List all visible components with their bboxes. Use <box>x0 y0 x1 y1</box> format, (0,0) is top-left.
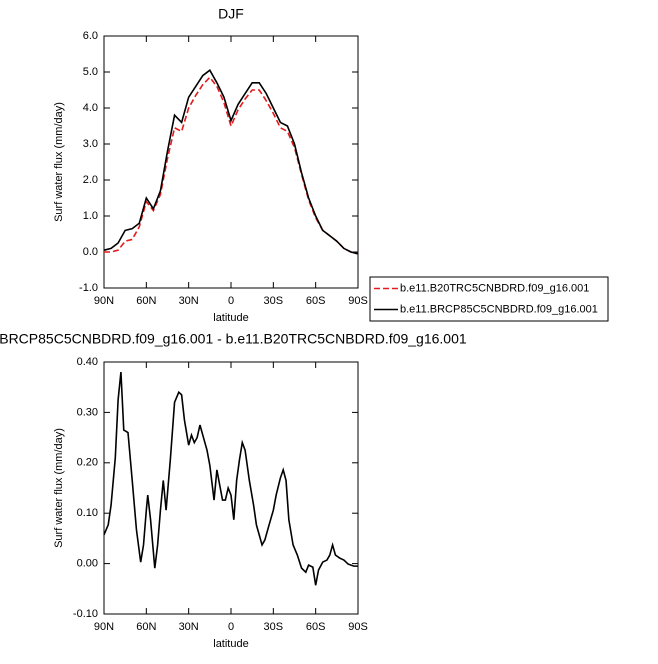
x-tick-label: 90S <box>348 295 368 307</box>
y-tick-label: 6.0 <box>83 30 98 42</box>
x-tick-label: 90N <box>94 621 114 633</box>
y-tick-label: 4.0 <box>83 102 98 114</box>
y-tick-label: 5.0 <box>83 66 98 78</box>
data-line <box>103 371 358 586</box>
x-tick-label: 30N <box>179 295 199 307</box>
plot-frame <box>103 361 359 615</box>
y-tick-label: 0.20 <box>77 457 98 469</box>
x-tick-label: 90N <box>94 295 114 307</box>
y-tick-label: 0.30 <box>77 406 98 418</box>
y-tick-label: 2.0 <box>83 174 98 186</box>
legend-label: b.e11.B20TRC5CNBDRD.f09_g16.001 <box>400 282 589 294</box>
legend-box <box>369 276 609 322</box>
x-tick-label: 90S <box>348 621 368 633</box>
y-tick-label: 3.0 <box>83 138 98 150</box>
y-axis-label: Surf water flux (mm/day) <box>53 428 65 548</box>
x-tick-label: 60N <box>136 295 156 307</box>
y-tick-label: 0.10 <box>77 507 98 519</box>
plot-frame <box>103 35 359 289</box>
legend-label: b.e11.BRCP85C5CNBDRD.f09_g16.001 <box>400 303 598 315</box>
x-tick-label: 30S <box>264 295 284 307</box>
y-tick-label: 0.00 <box>77 558 98 570</box>
x-tick-label: 0 <box>228 621 234 633</box>
x-tick-label: 30N <box>179 621 199 633</box>
chart-title: DJF <box>218 6 244 22</box>
chart-title: .BRCP85C5CNBDRD.f09_g16.001 - b.e11.B20T… <box>0 331 467 347</box>
x-tick-label: 60N <box>136 621 156 633</box>
data-line <box>103 69 359 255</box>
x-tick-label: 0 <box>228 295 234 307</box>
x-tick-label: 30S <box>264 621 284 633</box>
y-tick-label: 0.40 <box>77 356 98 368</box>
x-tick-label: 60S <box>306 295 326 307</box>
x-tick-label: 60S <box>306 621 326 633</box>
y-tick-label: 1.0 <box>83 210 98 222</box>
y-axis-label: Surf water flux (mm/day) <box>53 102 65 222</box>
x-axis-label: latitude <box>213 638 248 650</box>
x-axis-label: latitude <box>213 312 248 324</box>
y-tick-label: -0.10 <box>73 608 98 620</box>
y-tick-label: -1.0 <box>79 282 98 294</box>
data-line <box>104 76 359 255</box>
y-tick-label: 0.0 <box>83 246 98 258</box>
